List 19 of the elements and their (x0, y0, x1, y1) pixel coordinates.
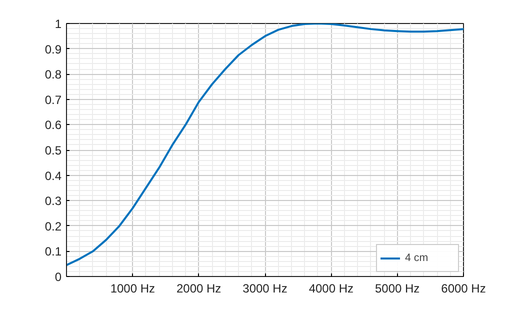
y-tick-label: 0.2 (44, 219, 62, 234)
y-tick-label: 0.5 (44, 144, 62, 158)
y-tick-label: 0.9 (44, 42, 62, 56)
y-tick-label: 0.4 (44, 168, 62, 183)
x-tick-label: 4000 Hz (308, 282, 354, 296)
legend-label: 4 cm (405, 252, 430, 264)
y-tick-label: 0.7 (44, 92, 62, 107)
line-series (66, 24, 464, 266)
x-tick-label: 2000 Hz (176, 282, 222, 296)
y-tick-label: 0 (54, 270, 62, 284)
y-tick-label: 0.1 (44, 244, 62, 259)
x-tick-label: 5000 Hz (374, 282, 420, 296)
x-tick-label: 1000 Hz (110, 282, 156, 296)
y-tick-label: 0.3 (44, 194, 62, 208)
x-tick-label: 3000 Hz (242, 282, 288, 296)
y-tick-label: 0.6 (44, 118, 62, 132)
y-tick-label: 0.8 (44, 68, 62, 82)
x-tick-label: 6000 Hz (441, 282, 486, 296)
y-tick-label: 1 (54, 17, 62, 31)
